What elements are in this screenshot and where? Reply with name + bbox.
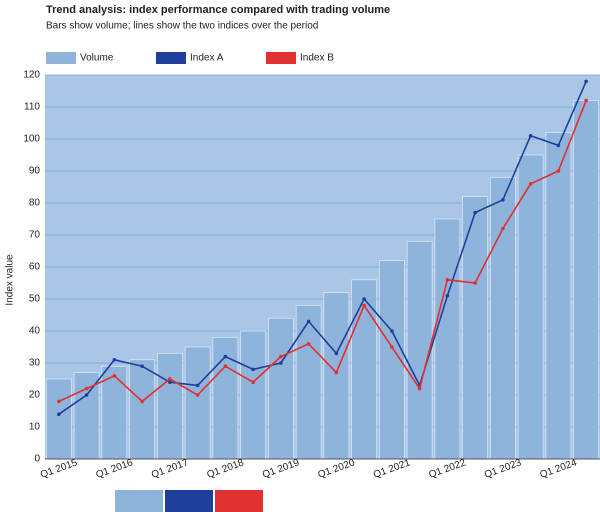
line-point xyxy=(306,319,311,324)
bar xyxy=(240,330,266,460)
bar xyxy=(434,218,461,460)
legend-label: Index B xyxy=(300,53,334,64)
y-tick-label: 110 xyxy=(24,102,40,113)
chart-subtitle: Bars show volume; lines show the two ind… xyxy=(46,21,318,32)
line-point xyxy=(334,370,339,375)
line-point xyxy=(195,383,200,388)
line-point xyxy=(223,354,228,359)
bar xyxy=(129,359,155,460)
line-point xyxy=(584,79,588,84)
line-point xyxy=(362,303,366,308)
legend-swatch xyxy=(156,52,186,64)
line-point xyxy=(528,182,533,186)
x-tick-label: Q1 2021 xyxy=(372,457,412,481)
legend-label: Volume xyxy=(80,53,114,64)
legend-swatch xyxy=(266,52,296,64)
line-point xyxy=(279,354,283,359)
line-point xyxy=(195,393,200,397)
y-tick-label: 70 xyxy=(29,230,41,241)
y-tick-label: 20 xyxy=(29,390,41,401)
legend-swatch xyxy=(215,490,263,512)
line-point xyxy=(362,297,366,301)
bar xyxy=(46,378,72,460)
bar xyxy=(157,353,183,460)
line-point xyxy=(528,134,533,138)
line-series xyxy=(58,81,587,415)
x-tick-label: Q1 2023 xyxy=(483,457,523,481)
legend-swatch xyxy=(165,490,213,512)
legend-swatch xyxy=(115,490,163,512)
line-point xyxy=(112,358,117,362)
line-point xyxy=(501,226,505,231)
y-tick-label: 40 xyxy=(29,326,41,337)
line-point xyxy=(584,98,588,103)
x-tick-label: Q1 2015 xyxy=(39,457,79,481)
line-point xyxy=(140,364,144,369)
line-point xyxy=(473,210,477,215)
bar xyxy=(73,372,100,460)
line-point xyxy=(306,342,311,346)
line-point xyxy=(334,351,339,356)
y-tick-label: 0 xyxy=(34,454,40,465)
line-point xyxy=(556,143,561,148)
line-series xyxy=(58,100,587,403)
line-point xyxy=(223,364,228,369)
x-tick-label: Q1 2022 xyxy=(428,457,468,481)
bar xyxy=(268,317,294,460)
line-point xyxy=(84,386,89,391)
bar xyxy=(462,196,488,460)
bar xyxy=(295,305,322,460)
bar xyxy=(517,154,544,460)
line-point xyxy=(57,399,61,404)
y-tick-label: 120 xyxy=(23,70,40,81)
line-point xyxy=(84,393,89,397)
x-tick-label: Q1 2020 xyxy=(317,457,357,481)
x-tick-label: Q1 2016 xyxy=(95,457,135,481)
line-point xyxy=(251,380,255,385)
x-tick-label: Q1 2019 xyxy=(261,457,301,481)
line-point xyxy=(445,294,450,298)
line-point xyxy=(140,399,144,404)
y-tick-label: 30 xyxy=(29,358,41,369)
bar xyxy=(545,132,572,460)
line-point xyxy=(168,377,172,381)
bar xyxy=(490,177,516,460)
bar xyxy=(184,346,211,460)
y-tick-label: 100 xyxy=(23,134,40,145)
line-point xyxy=(473,281,477,285)
x-tick-label: Q1 2018 xyxy=(206,457,246,481)
bar xyxy=(323,292,350,460)
line-point xyxy=(501,198,505,202)
y-axis-label: Index value xyxy=(5,254,16,306)
line-point xyxy=(390,345,394,349)
legend-swatch xyxy=(46,52,76,64)
line-point xyxy=(112,374,117,378)
legend-label: Index A xyxy=(190,53,224,64)
y-tick-label: 60 xyxy=(29,262,41,273)
bar xyxy=(406,241,433,460)
line-point xyxy=(445,278,450,282)
y-tick-label: 90 xyxy=(29,166,41,177)
line-point xyxy=(390,329,394,333)
line-point xyxy=(251,367,255,372)
line-point xyxy=(556,169,561,173)
chart-title: Trend analysis: index performance compar… xyxy=(46,4,390,16)
bar xyxy=(573,100,599,460)
x-tick-label: Q1 2017 xyxy=(150,457,190,481)
line-point xyxy=(417,386,422,391)
y-tick-label: 50 xyxy=(29,294,41,305)
line-point xyxy=(279,361,283,365)
line-point xyxy=(57,412,61,417)
line-point xyxy=(168,380,172,385)
x-tick-label: Q1 2024 xyxy=(539,457,579,481)
y-tick-label: 80 xyxy=(29,198,41,209)
y-tick-label: 10 xyxy=(29,422,41,433)
